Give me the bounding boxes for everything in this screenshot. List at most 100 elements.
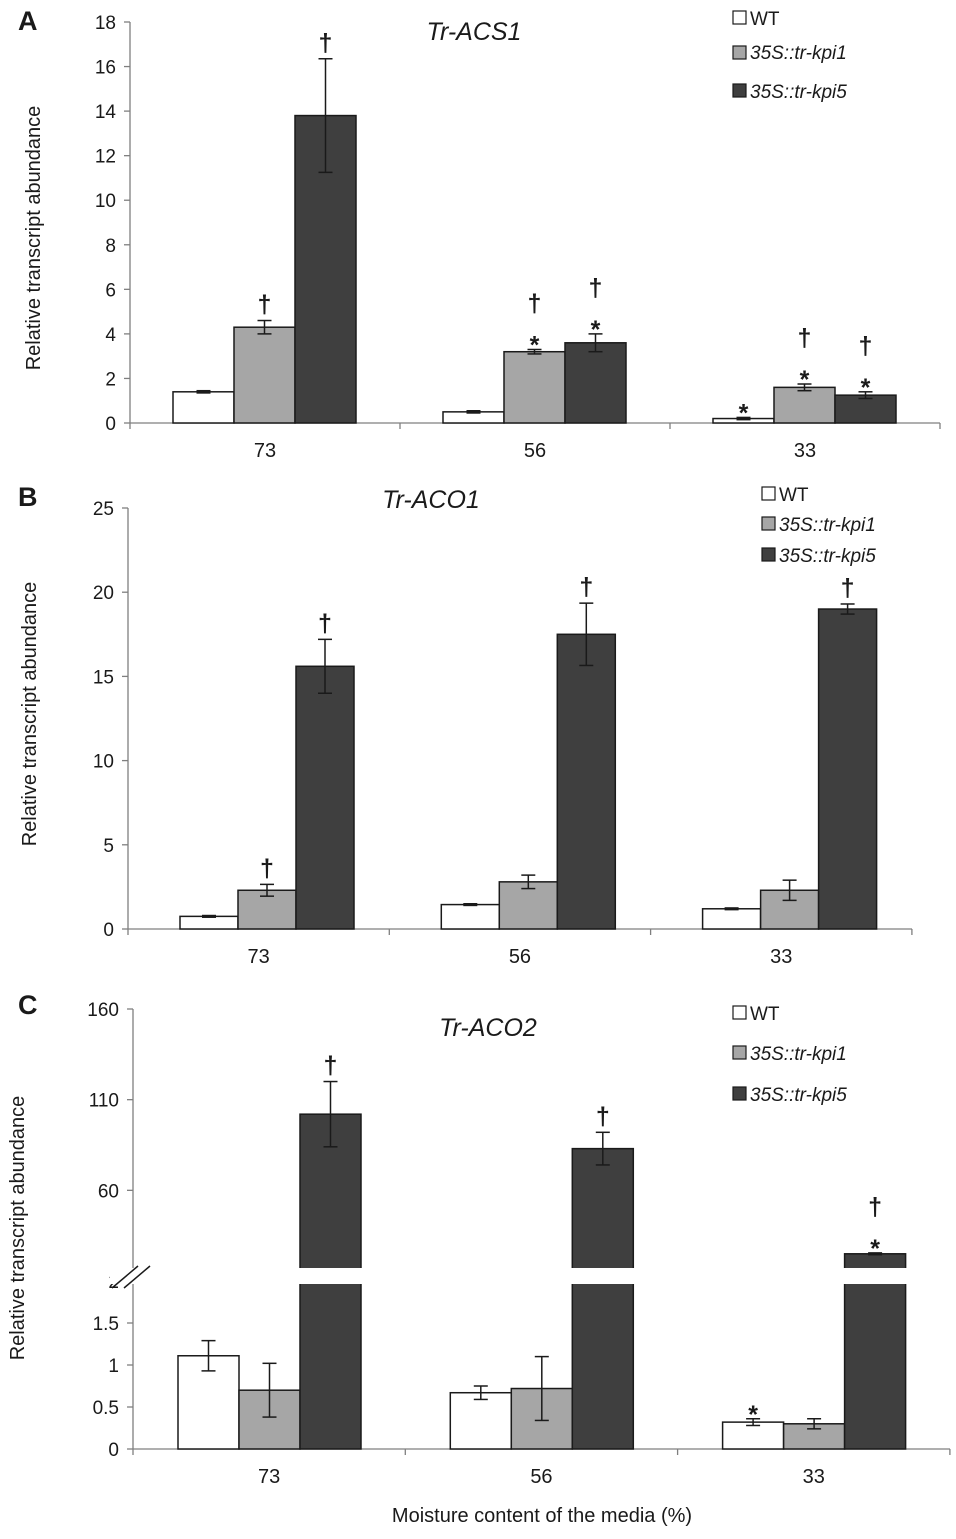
significance-dagger: † [596,1102,610,1130]
y-tick-label: 160 [87,1000,119,1021]
legend-label-kpi5: 35S::tr-kpi5 [750,1085,847,1106]
panel-c-y-axis: 00.511.5260110160 [87,1000,134,1461]
significance-dagger: † [528,289,542,317]
y-tick-label: 12 [95,147,116,168]
x-tick-label: 33 [770,946,792,968]
y-tick-label: 0 [108,1440,119,1461]
panel-c-x-axis: 73 56 33 [132,1448,951,1488]
y-tick-label: 20 [93,583,114,604]
bar [179,915,239,930]
y-tick-label: 0 [105,414,116,435]
legend-label-wt: WT [750,9,780,30]
legend-label-kpi1: 35S::tr-kpi1 [750,1044,847,1065]
bar [773,386,836,424]
significance-dagger: † [859,332,873,360]
bar [172,391,235,424]
x-tick-label: 73 [254,440,276,462]
significance-dagger: † [319,29,333,57]
panel-c: C Tr-ACO2 Relative transcript abundance … [7,990,951,1527]
y-tick-label: 5 [103,836,114,857]
bar [843,1253,907,1450]
bar [556,633,617,930]
x-tick-label: 73 [258,1466,280,1488]
panel-a-legend: WT 35S::tr-kpi1 35S::tr-kpi5 [732,9,847,103]
legend-swatch-kpi1 [732,1045,747,1060]
panel-b-y-axis: 0 5 10 15 20 25 [93,499,129,941]
significance-dagger: † [318,609,332,637]
y-tick-label: 4 [105,325,116,346]
significance-asterisk: * [861,374,871,402]
significance-dagger: † [868,1193,882,1221]
x-axis-title: Moisture content of the media (%) [392,1505,692,1527]
bar [564,342,627,424]
legend-swatch-wt [732,1005,747,1020]
bar [817,608,878,930]
y-tick-label: 18 [95,13,116,34]
significance-dagger: † [260,854,274,882]
panel-b-ylabel: Relative transcript abundance [19,582,41,847]
y-tick-label: 10 [95,191,116,212]
legend-label-kpi1: 35S::tr-kpi1 [779,515,876,536]
panel-c-ylabel: Relative transcript abundance [7,1096,29,1361]
panel-b: B Tr-ACO1 Relative transcript abundance … [18,482,913,968]
bar [498,881,559,930]
panel-a-letter: A [18,6,38,36]
y-tick-label: 0 [103,920,114,941]
axis-break-slash [123,1265,151,1289]
y-tick-label: 6 [105,280,116,301]
panel-b-bars: † † † † [179,573,878,930]
y-tick-label: 60 [98,1181,119,1202]
legend-label-wt: WT [750,1004,780,1025]
x-tick-label: 56 [524,440,546,462]
bar [233,326,296,424]
x-tick-label: 73 [248,946,270,968]
significance-dagger: † [579,573,593,601]
x-tick-label: 33 [794,440,816,462]
y-tick-label: 0.5 [93,1398,119,1419]
panel-b-letter: B [18,482,38,512]
panel-a-title: Tr-ACS1 [427,18,522,46]
panel-c-bars: * † † * † [177,1052,907,1450]
panel-a-bars: * † * † * † † * † * † [172,29,897,427]
panel-a-x-axis: 73 56 33 [129,422,941,462]
axis-break-gap [110,1268,950,1284]
significance-dagger: † [258,291,272,319]
bar [834,394,897,424]
legend-label-kpi1: 35S::tr-kpi1 [750,43,847,64]
bar [449,1391,513,1450]
panel-a-y-axis: 0 2 4 6 8 10 12 14 16 18 [95,13,131,435]
legend-swatch-wt [761,486,776,501]
panel-a-ylabel: Relative transcript abundance [23,106,45,371]
y-tick-label: 16 [95,58,116,79]
legend-label-kpi5: 35S::tr-kpi5 [750,82,847,103]
significance-asterisk: * [591,316,601,344]
significance-dagger: † [589,274,603,302]
legend-swatch-wt [732,10,747,25]
legend-swatch-kpi5 [732,83,747,98]
significance-asterisk: * [739,399,749,427]
axis-break-slash [111,1265,139,1289]
significance-dagger: † [798,324,812,352]
panel-b-title: Tr-ACO1 [382,486,480,514]
legend-label-kpi5: 35S::tr-kpi5 [779,546,876,567]
panel-a: A Tr-ACS1 Relative transcript abundance … [18,6,941,462]
legend-swatch-kpi5 [761,547,776,562]
y-tick-label: 8 [105,236,116,257]
y-tick-label: 110 [89,1091,119,1112]
y-tick-label: 25 [93,499,114,520]
bar [295,665,355,930]
significance-dagger: † [841,574,855,602]
significance-asterisk: * [870,1235,880,1263]
panel-c-legend: WT 35S::tr-kpi1 35S::tr-kpi5 [732,1004,847,1106]
panel-b-x-axis: 73 56 33 [127,928,913,968]
significance-asterisk: * [800,366,810,394]
bar [701,908,762,930]
panel-c-letter: C [18,990,38,1020]
panel-c-title: Tr-ACO2 [439,1014,537,1042]
legend-swatch-kpi5 [732,1086,747,1101]
y-tick-label: 10 [93,752,114,773]
y-tick-label: 1 [108,1356,119,1377]
panel-b-legend: WT 35S::tr-kpi1 35S::tr-kpi5 [761,485,876,567]
legend-swatch-kpi1 [732,45,747,60]
